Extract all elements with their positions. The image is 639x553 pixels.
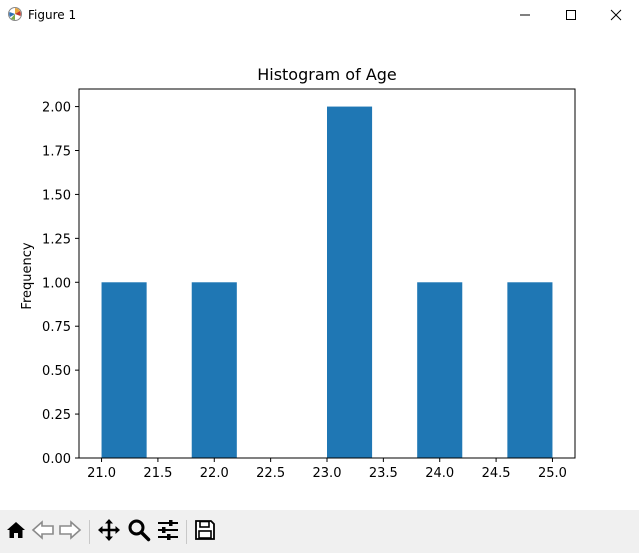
close-button[interactable]: [593, 0, 639, 31]
home-button[interactable]: [3, 519, 29, 545]
histogram-bar: [417, 282, 463, 458]
window-title: Figure 1: [28, 8, 77, 22]
sliders-icon: [156, 518, 180, 546]
title-bar[interactable]: Figure 1: [0, 0, 639, 31]
toolbar-separator: [186, 520, 187, 544]
x-tick-label: 25.0: [538, 466, 567, 481]
plot-canvas[interactable]: Histogram of Age Frequency 21.0 21.5 22.0 2…: [0, 31, 639, 510]
minimize-button[interactable]: [502, 0, 548, 31]
x-tick-label: 22.5: [256, 466, 285, 481]
axes-frame: [78, 88, 576, 459]
close-icon: [610, 6, 622, 25]
y-tick-label: 1.00: [42, 276, 71, 291]
x-tick-label: 21.5: [143, 466, 172, 481]
forward-arrow-icon: [58, 519, 82, 545]
matplotlib-icon: [7, 6, 23, 22]
maximize-button[interactable]: [548, 0, 594, 31]
maximize-icon: [565, 6, 577, 25]
back-arrow-icon: [31, 519, 55, 545]
x-tick-label: 22.0: [200, 466, 229, 481]
x-tick-label: 23.5: [369, 466, 398, 481]
x-tick-label: 24.0: [425, 466, 454, 481]
configure-subplots-button[interactable]: [155, 519, 181, 545]
bars-group: [101, 106, 553, 459]
back-button[interactable]: [30, 519, 56, 545]
x-axis-ticks: 21.0 21.5 22.0 22.5 23.0 23.5 24.0 24.5 25.0: [87, 458, 567, 481]
y-tick-label: 1.50: [42, 188, 71, 203]
y-axis-ticks: 0.00 0.25 0.50 0.75 1.00 1.25 1.50 1.75 2.00: [42, 101, 79, 467]
y-tick-label: 0.75: [42, 320, 71, 335]
x-tick-label: 21.0: [87, 466, 116, 481]
histogram-bar: [507, 282, 553, 458]
y-tick-label: 0.50: [42, 364, 71, 379]
zoom-button[interactable]: [126, 519, 152, 545]
histogram-bar: [327, 106, 373, 459]
y-tick-label: 2.00: [42, 101, 71, 116]
y-tick-label: 1.75: [42, 145, 71, 160]
minimize-icon: [519, 6, 531, 25]
y-tick-label: 1.25: [42, 232, 71, 247]
home-icon: [5, 519, 27, 545]
histogram-bar: [191, 282, 237, 458]
forward-button[interactable]: [57, 519, 83, 545]
zoom-icon: [127, 518, 151, 546]
y-tick-label: 0.25: [42, 408, 71, 423]
y-tick-label: 0.00: [42, 452, 71, 467]
x-tick-label: 23.0: [313, 466, 342, 481]
move-icon: [97, 518, 121, 546]
save-icon: [194, 519, 216, 545]
toolbar-separator: [89, 520, 90, 544]
x-tick-label: 24.5: [482, 466, 511, 481]
navigation-toolbar: [0, 510, 639, 553]
y-axis-label: Frequency: [20, 242, 35, 309]
histogram-chart: Histogram of Age Frequency 21.0 21.5 22.0 2…: [20, 65, 576, 481]
chart-title: Histogram of Age: [257, 65, 397, 84]
save-button[interactable]: [192, 519, 218, 545]
histogram-bar: [101, 282, 147, 458]
pan-button[interactable]: [96, 519, 122, 545]
